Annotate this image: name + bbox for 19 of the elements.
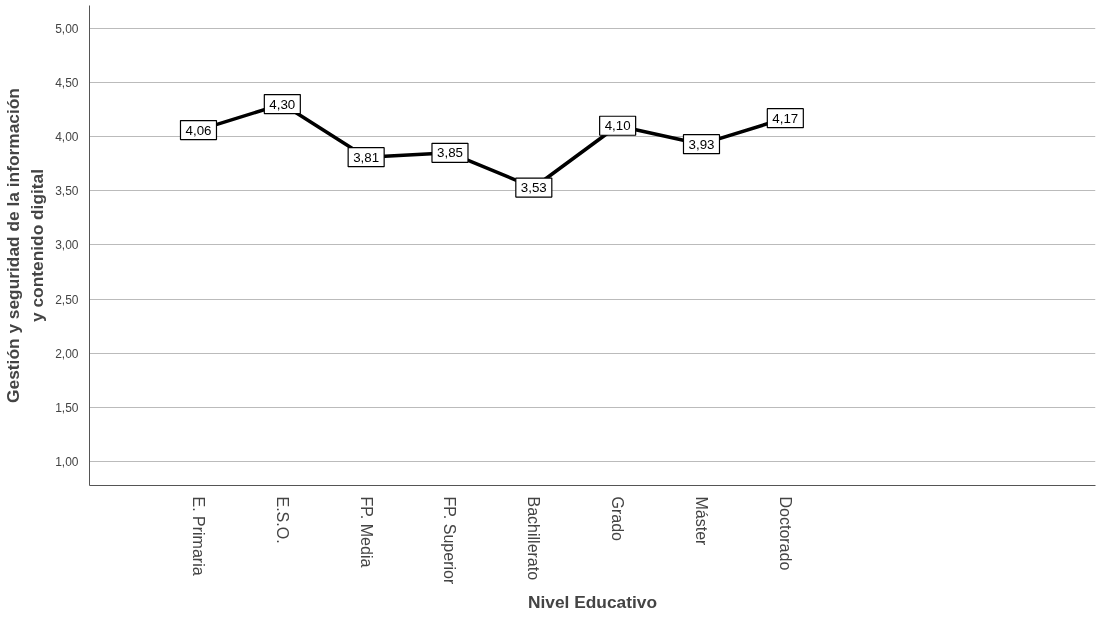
y-tick-label: 2,50 (55, 292, 79, 307)
y-axis-title: Gestión y seguridad de la información y contenido digital (3, 88, 48, 403)
x-tick-label: FP. Media (357, 496, 375, 568)
x-tick-label: Grado (609, 496, 627, 542)
x-tick-label: Bachillerato (525, 496, 543, 581)
y-tick-label: 4,50 (55, 75, 79, 90)
y-tick-label: 1,00 (55, 455, 79, 470)
y-tick-label: 2,00 (55, 346, 79, 361)
x-tick-label: FP. Superior (441, 496, 459, 585)
x-tick-label: Doctorado (776, 496, 794, 571)
y-tick-label: 3,50 (55, 184, 79, 199)
y-tick-label: 4,00 (55, 130, 79, 145)
y-tick-label: 3,00 (55, 238, 79, 253)
x-tick-label: E.S.O. (273, 496, 291, 544)
x-tick-label: Máster (692, 496, 710, 547)
y-tick-label: 1,50 (55, 400, 79, 415)
x-tick-label: E. Primaria (189, 496, 207, 576)
x-axis-title: Nivel Educativo (527, 592, 658, 613)
y-tick-label: 5,00 (55, 21, 79, 36)
